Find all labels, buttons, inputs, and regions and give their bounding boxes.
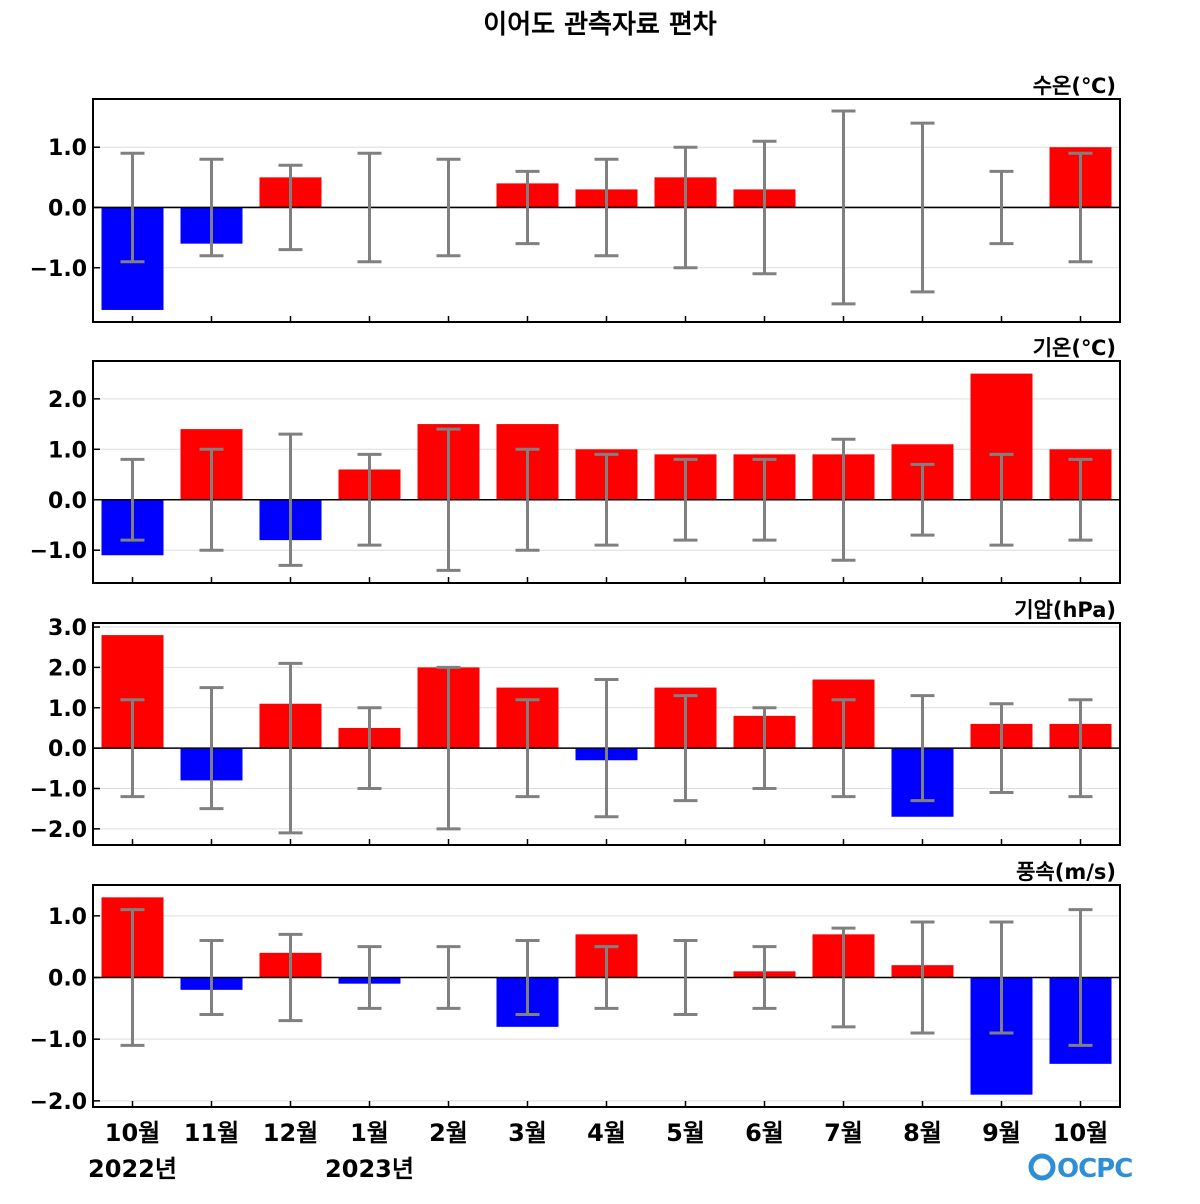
y-tick-label: 0.0	[48, 737, 87, 762]
year-label: 2023년	[325, 1155, 414, 1183]
y-tick-label: 1.0	[48, 905, 87, 930]
y-tick-label: 2.0	[48, 656, 87, 681]
panel-label: 수온(℃)	[1033, 74, 1116, 98]
y-tick-label: −1.0	[30, 1028, 87, 1053]
x-tick-label: 11월	[184, 1119, 239, 1147]
y-tick-label: 1.0	[48, 136, 87, 161]
panel-label: 기온(℃)	[1033, 336, 1116, 360]
y-tick-label: −1.0	[30, 257, 87, 282]
x-tick-label: 2월	[429, 1119, 468, 1147]
y-tick-label: 0.0	[48, 489, 87, 514]
panel-label: 기압(hPa)	[1014, 598, 1116, 622]
y-tick-label: −1.0	[30, 777, 87, 802]
x-tick-label: 10월	[105, 1119, 160, 1147]
x-tick-label: 12월	[263, 1119, 318, 1147]
y-tick-label: 0.0	[48, 196, 87, 221]
year-label: 2022년	[88, 1155, 177, 1183]
x-tick-label: 6월	[745, 1119, 784, 1147]
y-tick-label: 3.0	[48, 616, 87, 641]
y-tick-label: −2.0	[30, 818, 87, 843]
x-tick-label: 5월	[666, 1119, 705, 1147]
y-tick-label: 1.0	[48, 697, 87, 722]
y-tick-label: −1.0	[30, 539, 87, 564]
x-tick-label: 10월	[1053, 1119, 1108, 1147]
y-tick-label: 1.0	[48, 438, 87, 463]
x-tick-label: 9월	[982, 1119, 1021, 1147]
y-tick-label: −2.0	[30, 1090, 87, 1115]
x-tick-label: 4월	[587, 1119, 626, 1147]
panel-label: 풍속(m/s)	[1016, 860, 1116, 884]
x-tick-label: 1월	[350, 1119, 389, 1147]
y-tick-label: 0.0	[48, 967, 87, 992]
logo-text: OCPC	[1057, 1154, 1132, 1184]
x-tick-label: 3월	[508, 1119, 547, 1147]
x-tick-label: 8월	[903, 1119, 942, 1147]
x-tick-label: 7월	[824, 1119, 863, 1147]
figure-title: 이어도 관측자료 편차	[483, 10, 716, 40]
y-tick-label: 2.0	[48, 388, 87, 413]
